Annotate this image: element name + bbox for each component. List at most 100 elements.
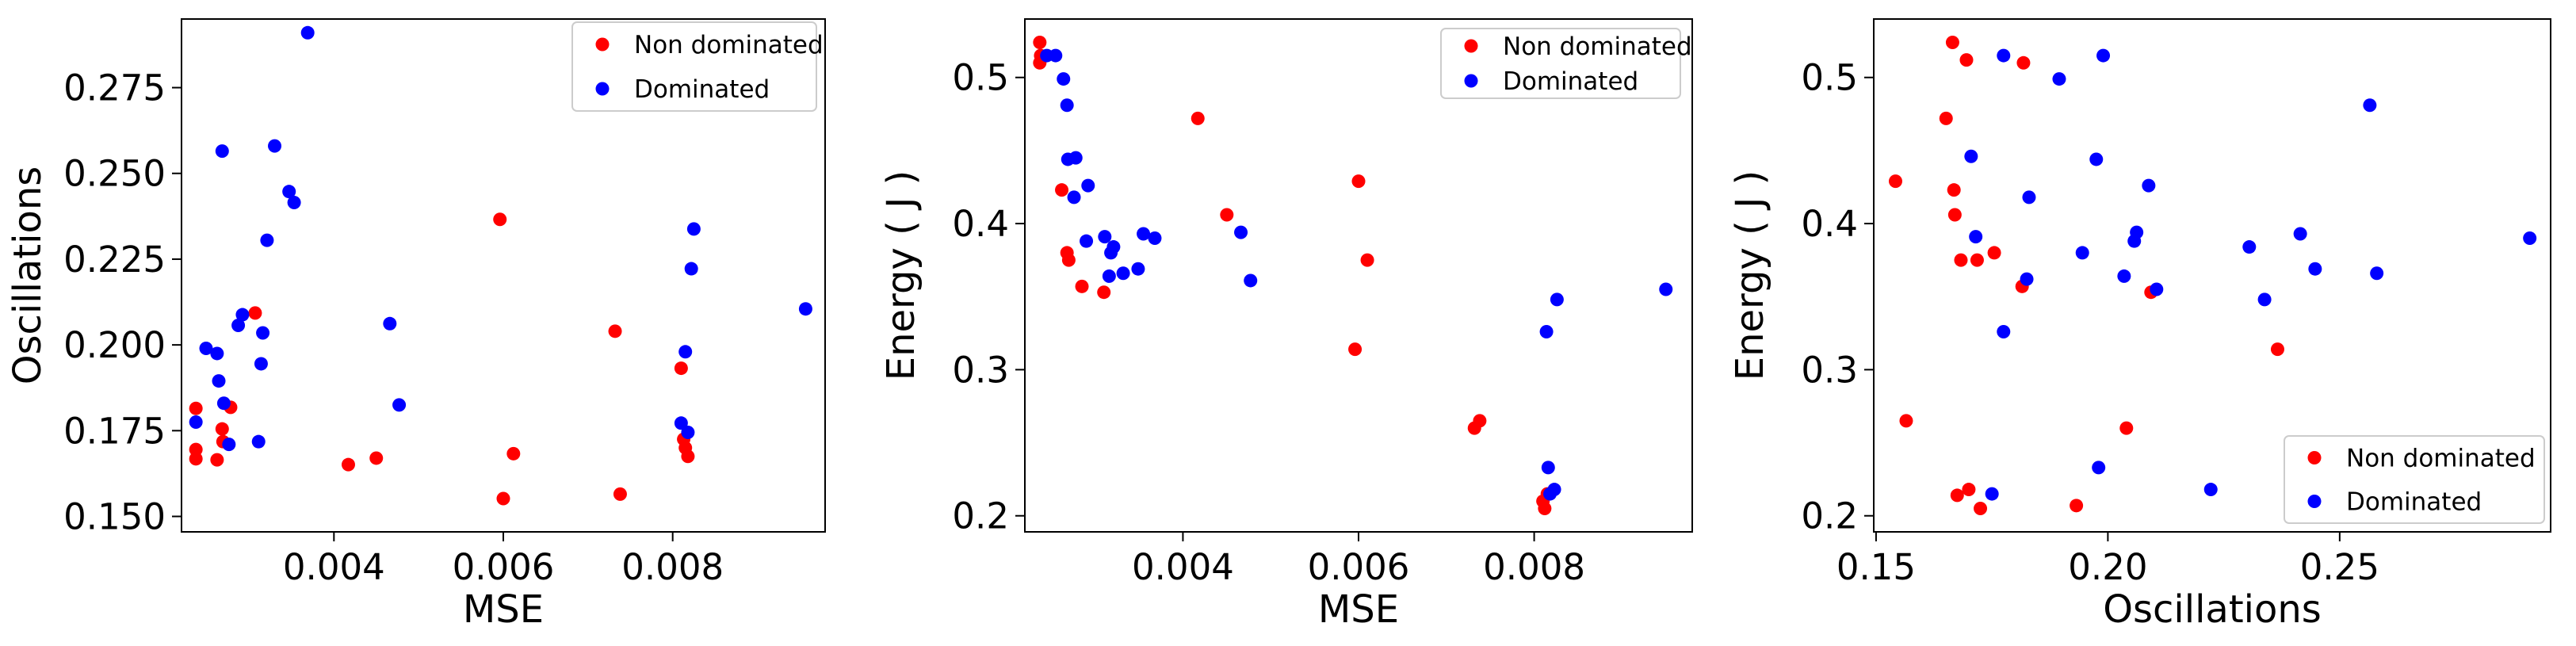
data-point-non-dominated [506, 446, 521, 461]
data-point-dominated [1116, 266, 1130, 281]
y-tick-label: 0.3 [952, 349, 1009, 391]
y-tick-label: 0.275 [63, 67, 166, 109]
legend-label: Non dominated [1503, 32, 1692, 61]
data-point-dominated [215, 144, 229, 159]
data-point-non-dominated [1351, 174, 1366, 189]
data-point-dominated [2363, 98, 2377, 113]
data-point-dominated [1148, 231, 1162, 245]
chart-2: 0.004 0.006 0.008 0.2 0.3 0.4 0.5 MSE Energy ( J… [879, 18, 1693, 632]
legend-marker-non-dominated [1464, 39, 1478, 53]
data-point-non-dominated [1075, 279, 1089, 293]
data-point-non-dominated [1950, 488, 1964, 503]
data-point-dominated [222, 438, 236, 452]
data-point-dominated [235, 308, 250, 322]
y-tick-label: 0.225 [63, 239, 166, 281]
data-point-non-dominated [613, 487, 627, 501]
data-point-non-dominated [608, 324, 622, 338]
data-point-dominated [1659, 282, 1673, 296]
data-point-non-dominated [189, 452, 203, 466]
x-tick-label: 0.006 [453, 546, 555, 588]
legend-label: Dominated [2346, 488, 2482, 517]
data-point-non-dominated [1348, 342, 1363, 357]
data-point-dominated [210, 346, 224, 361]
data-point-dominated [2370, 266, 2384, 281]
legend-label: Dominated [634, 75, 770, 104]
data-point-non-dominated [248, 306, 262, 320]
data-point-dominated [2308, 262, 2322, 276]
data-point-dominated [254, 357, 268, 371]
data-point-dominated [2022, 190, 2036, 205]
data-point-non-dominated [1033, 35, 1047, 49]
data-point-dominated [1997, 324, 2011, 338]
data-point-dominated [1997, 48, 2011, 63]
data-point-dominated [1964, 149, 1978, 163]
data-point-non-dominated [1974, 502, 1988, 516]
data-point-dominated [300, 25, 315, 40]
x-tick-label: 0.15 [1836, 546, 1916, 588]
legend-marker-dominated [1464, 74, 1478, 88]
legend-marker-dominated [595, 82, 610, 96]
plot-frame [1024, 18, 1693, 533]
data-point-dominated [2089, 152, 2104, 166]
data-point-dominated [1106, 240, 1121, 254]
data-point-dominated [216, 396, 231, 411]
y-tick-label: 0.3 [1801, 349, 1858, 391]
data-point-non-dominated [215, 422, 229, 436]
data-point-non-dominated [1055, 183, 1069, 197]
data-point-dominated [1539, 324, 1554, 338]
data-point-dominated [678, 345, 693, 359]
data-point-non-dominated [681, 449, 695, 464]
data-point-dominated [287, 196, 301, 210]
data-point-dominated [1068, 151, 1083, 165]
data-point-non-dominated [2070, 499, 2084, 513]
data-point-dominated [212, 374, 226, 388]
legend-label: Non dominated [634, 31, 824, 59]
data-point-non-dominated [1962, 483, 1976, 497]
data-point-dominated [251, 434, 266, 449]
data-point-dominated [392, 398, 407, 412]
y-tick-label: 0.250 [63, 153, 166, 195]
data-point-dominated [2052, 72, 2066, 86]
data-point-dominated [1102, 269, 1116, 283]
y-tick-label: 0.5 [952, 57, 1009, 99]
legend-marker-non-dominated [595, 37, 610, 52]
data-point-dominated [2130, 225, 2144, 239]
data-point-dominated [2523, 231, 2537, 245]
data-point-dominated [2096, 48, 2111, 63]
data-point-dominated [1098, 230, 1112, 244]
data-point-dominated [199, 341, 213, 355]
data-point-dominated [2117, 269, 2131, 283]
data-point-dominated [1137, 227, 1151, 241]
legend-marker-dominated [2307, 495, 2322, 508]
data-point-non-dominated [1061, 253, 1076, 267]
data-point-dominated [1131, 262, 1145, 276]
data-point-dominated [2293, 227, 2307, 241]
data-point-non-dominated [1959, 53, 1974, 67]
data-point-dominated [231, 318, 246, 332]
legend-label: Non dominated [2346, 445, 2536, 473]
data-point-non-dominated [1954, 253, 1968, 267]
y-axis-label: Oscillations [6, 166, 50, 385]
data-point-non-dominated [1939, 111, 1953, 125]
data-point-dominated [2242, 240, 2257, 254]
data-point-non-dominated [1945, 35, 1959, 49]
data-point-non-dominated [1970, 253, 1984, 267]
data-point-dominated [681, 425, 695, 439]
data-point-non-dominated [1097, 285, 1111, 300]
y-axis-label: Energy ( J ) [1728, 170, 1772, 380]
chart-1: 0.004 0.006 0.008 0.150 0.175 0.200 0.225 0.250… [6, 18, 826, 632]
y-tick-label: 0.2 [1801, 495, 1858, 537]
data-point-non-dominated [2270, 342, 2284, 357]
data-point-dominated [1081, 178, 1095, 193]
legend-box [571, 21, 817, 112]
data-point-non-dominated [341, 457, 355, 472]
data-point-dominated [674, 416, 688, 430]
data-point-dominated [2203, 483, 2218, 497]
data-point-dominated [2020, 272, 2034, 286]
x-tick-label: 0.006 [1308, 546, 1410, 588]
data-point-dominated [2142, 178, 2156, 193]
data-point-dominated [798, 302, 812, 316]
x-tick-label: 0.004 [283, 546, 385, 588]
data-point-non-dominated [369, 451, 384, 465]
